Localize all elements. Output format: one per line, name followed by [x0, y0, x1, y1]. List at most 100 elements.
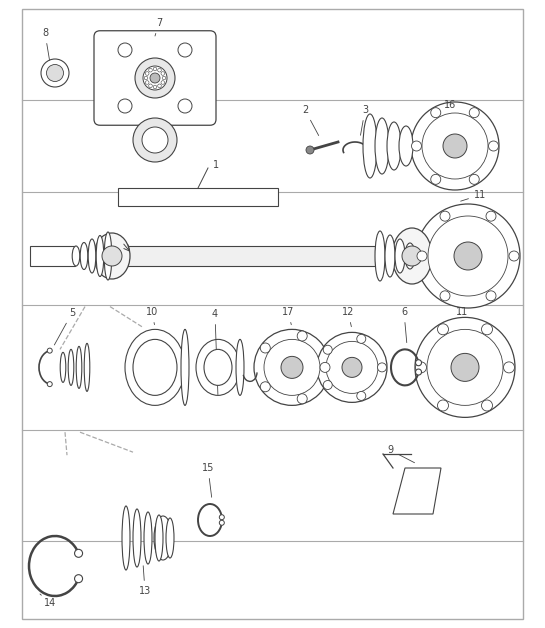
- Text: 4: 4: [212, 309, 218, 394]
- Circle shape: [158, 84, 161, 87]
- Circle shape: [306, 146, 314, 154]
- Text: 16: 16: [444, 100, 456, 110]
- Text: 10: 10: [146, 307, 158, 325]
- Circle shape: [323, 345, 332, 354]
- Ellipse shape: [385, 235, 395, 277]
- Circle shape: [146, 81, 149, 84]
- Text: 8: 8: [42, 28, 50, 60]
- Circle shape: [357, 334, 366, 344]
- Circle shape: [144, 76, 148, 80]
- Circle shape: [158, 68, 161, 72]
- Ellipse shape: [84, 344, 90, 391]
- Circle shape: [162, 76, 166, 80]
- Text: 17: 17: [282, 307, 294, 325]
- Circle shape: [357, 391, 366, 401]
- Circle shape: [254, 329, 330, 406]
- Text: 13: 13: [139, 566, 151, 596]
- Ellipse shape: [363, 114, 377, 178]
- Ellipse shape: [144, 512, 152, 564]
- Ellipse shape: [375, 118, 389, 174]
- Text: 5: 5: [54, 308, 75, 345]
- Ellipse shape: [80, 242, 88, 269]
- Circle shape: [118, 43, 132, 57]
- Ellipse shape: [154, 516, 172, 560]
- Circle shape: [149, 84, 152, 87]
- Circle shape: [422, 113, 488, 179]
- Circle shape: [46, 65, 64, 82]
- Circle shape: [481, 324, 493, 335]
- Text: 2: 2: [302, 105, 319, 136]
- Ellipse shape: [122, 506, 130, 570]
- Circle shape: [178, 99, 192, 113]
- Bar: [30, 246, 75, 266]
- Circle shape: [297, 394, 307, 404]
- Text: 11: 11: [456, 307, 468, 317]
- Circle shape: [261, 343, 270, 353]
- Circle shape: [454, 242, 482, 270]
- Circle shape: [102, 246, 122, 266]
- Ellipse shape: [60, 352, 66, 382]
- Ellipse shape: [133, 509, 141, 567]
- Text: 1: 1: [213, 160, 219, 170]
- Ellipse shape: [72, 246, 80, 266]
- Circle shape: [326, 342, 378, 393]
- Circle shape: [431, 107, 441, 117]
- Circle shape: [297, 331, 307, 341]
- Circle shape: [411, 141, 421, 151]
- Circle shape: [411, 102, 499, 190]
- Bar: [118, 188, 278, 206]
- Ellipse shape: [104, 232, 112, 280]
- Circle shape: [342, 357, 362, 377]
- Circle shape: [438, 324, 449, 335]
- Text: 15: 15: [202, 463, 214, 497]
- Circle shape: [219, 515, 225, 520]
- Circle shape: [431, 175, 441, 185]
- Ellipse shape: [196, 339, 240, 396]
- Ellipse shape: [166, 518, 174, 558]
- Circle shape: [320, 362, 330, 372]
- Circle shape: [178, 43, 192, 57]
- Ellipse shape: [155, 515, 163, 561]
- Circle shape: [118, 99, 132, 113]
- Circle shape: [440, 211, 450, 221]
- Circle shape: [47, 348, 52, 353]
- Circle shape: [428, 216, 508, 296]
- Circle shape: [161, 81, 165, 84]
- Circle shape: [504, 362, 514, 373]
- Circle shape: [443, 134, 467, 158]
- Circle shape: [415, 362, 427, 373]
- Circle shape: [264, 339, 320, 396]
- Circle shape: [440, 291, 450, 301]
- Circle shape: [161, 72, 165, 75]
- Circle shape: [47, 382, 52, 387]
- Circle shape: [75, 575, 82, 583]
- Polygon shape: [393, 468, 441, 514]
- Circle shape: [150, 73, 160, 83]
- Circle shape: [378, 363, 386, 372]
- Circle shape: [281, 356, 303, 379]
- Text: 12: 12: [342, 307, 354, 327]
- Circle shape: [438, 400, 449, 411]
- Bar: [110, 246, 375, 266]
- Circle shape: [486, 291, 496, 301]
- Circle shape: [417, 251, 427, 261]
- Ellipse shape: [76, 347, 82, 388]
- Circle shape: [153, 85, 157, 89]
- Circle shape: [402, 246, 422, 266]
- Ellipse shape: [375, 231, 385, 281]
- Circle shape: [142, 127, 168, 153]
- Circle shape: [415, 360, 421, 365]
- Circle shape: [451, 354, 479, 381]
- FancyBboxPatch shape: [94, 31, 216, 125]
- Circle shape: [509, 251, 519, 261]
- Text: 14: 14: [40, 594, 56, 608]
- Ellipse shape: [236, 339, 244, 396]
- Circle shape: [149, 68, 152, 72]
- Text: 4  5  6  11: 4 5 6 11: [133, 193, 179, 202]
- Ellipse shape: [96, 236, 104, 276]
- Circle shape: [261, 382, 270, 392]
- Circle shape: [41, 59, 69, 87]
- Circle shape: [219, 520, 225, 525]
- Ellipse shape: [68, 349, 74, 386]
- Text: 3: 3: [360, 105, 368, 135]
